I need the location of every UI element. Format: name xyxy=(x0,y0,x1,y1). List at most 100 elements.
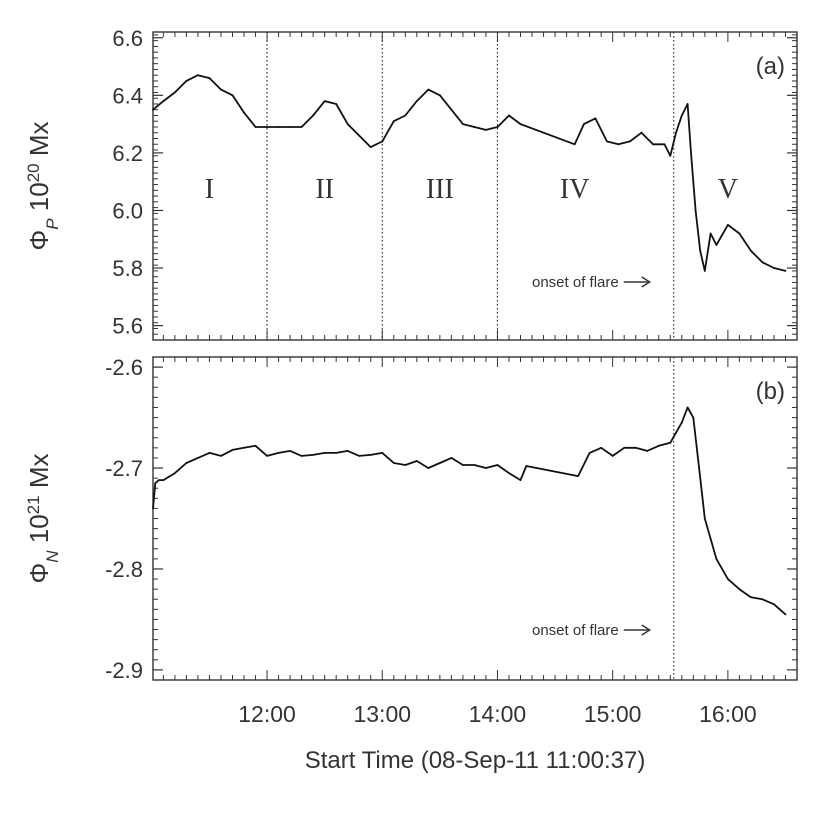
data-point xyxy=(508,114,510,117)
data-point xyxy=(692,416,695,419)
data-point xyxy=(152,507,154,510)
data-point xyxy=(185,462,188,464)
x-tick-label: 13:00 xyxy=(353,701,411,727)
data-point xyxy=(323,100,326,102)
region-label: III xyxy=(426,174,454,205)
data-point xyxy=(392,462,395,464)
data-point xyxy=(485,467,487,469)
y-label-sub: N xyxy=(43,550,62,563)
data-point xyxy=(381,140,384,143)
data-point xyxy=(289,126,291,128)
x-tick-label: 14:00 xyxy=(469,701,527,727)
data-point xyxy=(727,578,729,580)
data-point xyxy=(680,114,683,117)
data-point xyxy=(335,452,338,454)
data-point xyxy=(496,464,499,466)
data-point xyxy=(335,103,338,105)
y-tick-label: 6.0 xyxy=(112,198,143,223)
region-label: II xyxy=(315,174,334,205)
data-point xyxy=(415,100,418,102)
data-point xyxy=(404,464,407,466)
data-point xyxy=(208,452,211,454)
data-point xyxy=(761,261,764,264)
data-point xyxy=(657,444,660,447)
data-point xyxy=(415,460,418,462)
data-point xyxy=(784,270,787,272)
y-label-symbol: Φ xyxy=(24,230,54,251)
x-tick-label: 12:00 xyxy=(238,701,296,727)
data-point xyxy=(404,114,407,117)
y-label-symbol: Φ xyxy=(24,563,54,584)
y-tick-label: -2.9 xyxy=(105,658,143,683)
plot-frame xyxy=(152,356,798,681)
data-point xyxy=(450,457,453,459)
data-point xyxy=(663,143,666,146)
data-point xyxy=(462,464,464,466)
data-point xyxy=(185,80,188,82)
data-point xyxy=(686,103,689,105)
data-point xyxy=(784,613,787,616)
data-point xyxy=(508,472,510,474)
data-point xyxy=(519,479,522,481)
data-point xyxy=(750,249,752,252)
data-point xyxy=(162,479,165,481)
data-point xyxy=(323,452,326,454)
data-point xyxy=(300,455,303,457)
x-axis: 12:00 13:00 14:00 15:00 16:00 Start Time (08-… xyxy=(238,701,756,774)
onset-annotation: onset of flare xyxy=(532,274,619,291)
data-point xyxy=(231,94,234,97)
y-tick-label: 6.4 xyxy=(112,83,143,108)
data-point xyxy=(669,441,672,444)
data-point xyxy=(312,454,314,456)
x-axis-label: Start Time (08-Sep-11 11:00:37) xyxy=(305,747,646,774)
data-point xyxy=(623,446,626,449)
data-point xyxy=(300,126,303,128)
data-point xyxy=(346,123,349,125)
data-point xyxy=(358,134,361,137)
panel-label: (b) xyxy=(756,378,785,405)
data-point xyxy=(577,475,579,477)
data-point xyxy=(174,91,176,94)
y-tick-label: -2.8 xyxy=(105,557,143,582)
y-tick-label: 5.8 xyxy=(112,256,143,281)
flux-series-line xyxy=(152,406,787,616)
data-point xyxy=(773,267,775,269)
data-point xyxy=(254,444,257,447)
data-point xyxy=(588,452,591,454)
data-point xyxy=(703,517,706,520)
onset-annotation: onset of flare xyxy=(532,622,619,639)
data-point xyxy=(392,120,395,123)
y-axis-label: ΦN 1021 Mx xyxy=(24,454,62,584)
data-point xyxy=(439,462,441,464)
data-point xyxy=(254,126,257,128)
data-point xyxy=(220,88,222,91)
y-label-unit: Mx xyxy=(24,454,54,496)
data-point xyxy=(600,446,603,449)
data-point xyxy=(266,126,268,128)
data-point xyxy=(496,126,499,128)
data-point xyxy=(381,452,384,454)
y-label-sub: P xyxy=(43,218,62,230)
data-point xyxy=(573,143,576,146)
data-point xyxy=(698,467,700,469)
data-point xyxy=(715,558,718,560)
data-point xyxy=(485,129,487,131)
arrow-head-icon xyxy=(641,276,652,288)
data-point xyxy=(669,154,672,157)
data-point xyxy=(652,143,654,146)
data-point xyxy=(773,603,775,606)
y-tick-label: 5.6 xyxy=(112,314,143,339)
data-point xyxy=(709,232,712,235)
data-point xyxy=(231,449,234,451)
data-point xyxy=(157,479,160,481)
data-point xyxy=(694,209,697,212)
data-point xyxy=(680,421,683,424)
data-point xyxy=(154,482,157,485)
y-tick-label: 6.6 xyxy=(112,26,143,51)
data-point xyxy=(675,131,677,134)
data-point xyxy=(690,152,692,154)
data-point xyxy=(738,588,741,591)
data-point xyxy=(715,244,718,246)
data-point xyxy=(761,598,764,601)
data-point xyxy=(369,146,372,149)
